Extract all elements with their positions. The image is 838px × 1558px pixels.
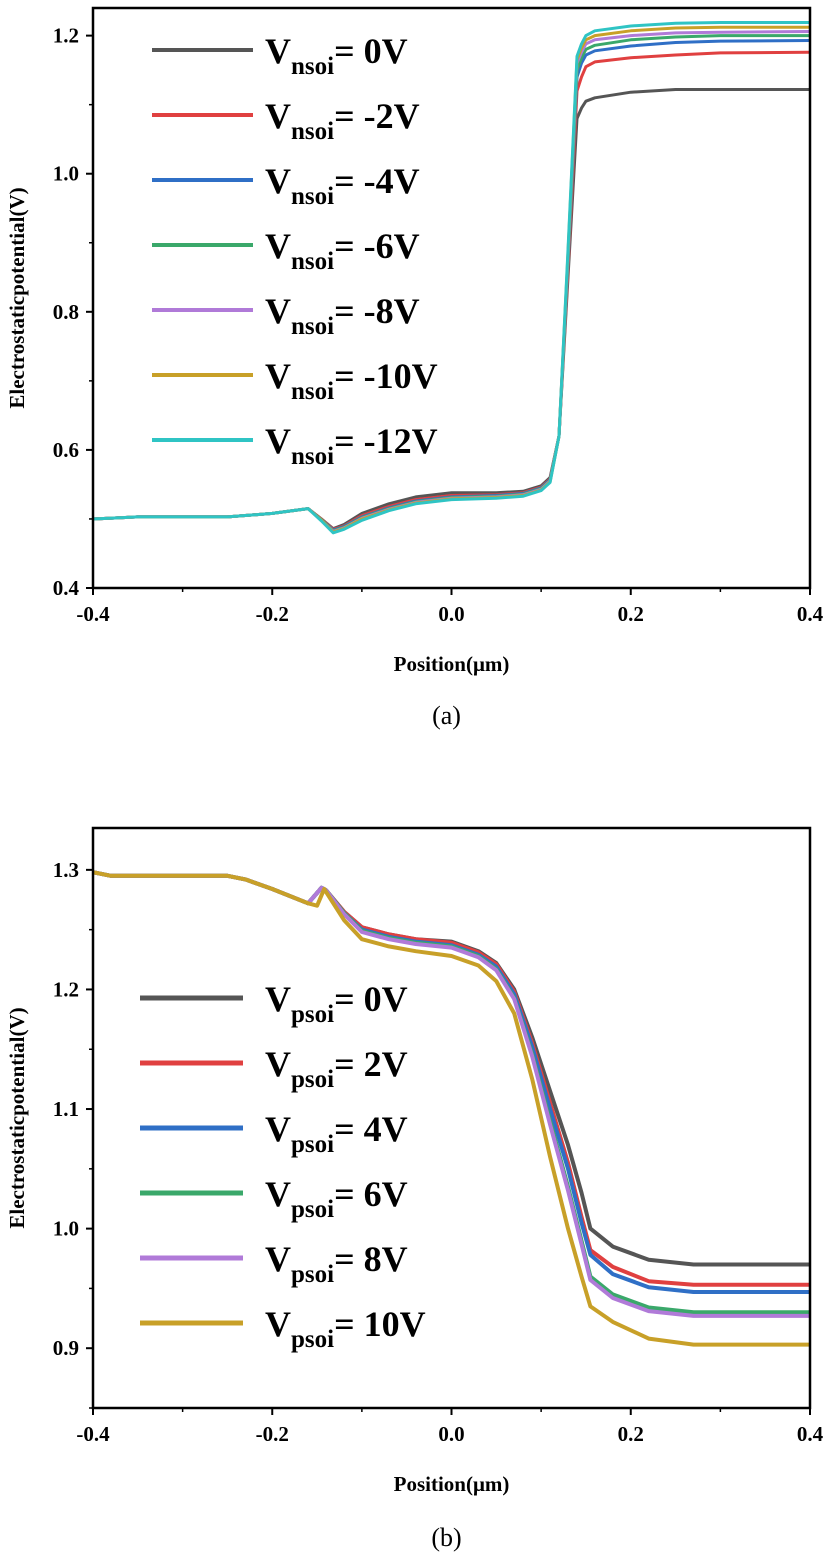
panel-caption: (b) bbox=[431, 1523, 461, 1552]
legend-subscript: psoi bbox=[291, 1326, 334, 1353]
legend-value: = 6V bbox=[334, 1174, 408, 1214]
legend-value: = 0V bbox=[334, 31, 408, 71]
x-tick-label: -0.2 bbox=[256, 602, 289, 626]
legend-value: = -6V bbox=[334, 226, 420, 266]
x-tick-label: 0.2 bbox=[618, 602, 644, 626]
x-axis-title: Position(μm) bbox=[394, 652, 510, 676]
legend-value: = 0V bbox=[334, 979, 408, 1019]
legend-entry-1: Vpsoi= 2V bbox=[265, 1044, 408, 1093]
legend-subscript: nsoi bbox=[291, 183, 334, 210]
y-tick-label: 1.0 bbox=[53, 162, 79, 186]
x-tick-label: 0.2 bbox=[618, 1422, 644, 1446]
legend-main: V bbox=[265, 161, 291, 201]
legend-subscript: psoi bbox=[291, 1131, 334, 1158]
legend-main: V bbox=[265, 1239, 291, 1279]
panel-caption: (a) bbox=[432, 701, 461, 730]
y-axis-title: Electrostaticpotential(V) bbox=[5, 1007, 29, 1228]
panel-a: -0.4 -0.2 0.0 0.2 0.4 0.4 0.6 0.8 1.0 1.2 Position… bbox=[5, 6, 824, 730]
legend-main: V bbox=[265, 226, 291, 266]
legend-entry-3: Vnsoi= -6V bbox=[265, 226, 420, 275]
legend-subscript: psoi bbox=[291, 1066, 334, 1093]
legend-subscript: nsoi bbox=[291, 443, 334, 470]
y-tick-label: 0.8 bbox=[53, 300, 79, 324]
legend-value: = -12V bbox=[334, 421, 438, 461]
series-line-4 bbox=[93, 30, 810, 533]
x-tick-label: 0.4 bbox=[797, 602, 824, 626]
legend-main: V bbox=[265, 1174, 291, 1214]
x-tick-label: -0.4 bbox=[76, 602, 110, 626]
x-tick-label: 0.4 bbox=[797, 1422, 824, 1446]
legend-entry-0: Vnsoi= 0V bbox=[265, 31, 408, 80]
y-tick-label: 1.1 bbox=[53, 1097, 79, 1121]
legend-entry-3: Vpsoi= 6V bbox=[265, 1174, 408, 1223]
series-line-6 bbox=[93, 21, 810, 535]
legend-subscript: psoi bbox=[291, 1001, 334, 1028]
series-line-5 bbox=[93, 25, 810, 534]
legend-subscript: nsoi bbox=[291, 53, 334, 80]
series-line-4 bbox=[93, 870, 810, 1318]
legend-entry-2: Vnsoi= -4V bbox=[265, 161, 420, 210]
legend-subscript: nsoi bbox=[291, 118, 334, 145]
y-tick-label: 1.2 bbox=[53, 977, 79, 1001]
legend-entry-5: Vpsoi= 10V bbox=[265, 1304, 426, 1353]
legend-value: = 4V bbox=[334, 1109, 408, 1149]
y-axis-title: Electrostaticpotential(V) bbox=[5, 187, 29, 408]
legend-value: = -8V bbox=[334, 291, 420, 331]
legend-value: = -10V bbox=[334, 356, 438, 396]
legend-value: = 10V bbox=[334, 1304, 426, 1344]
legend-entry-1: Vnsoi= -2V bbox=[265, 96, 420, 145]
legend-entry-6: Vnsoi= -12V bbox=[265, 421, 438, 470]
legend-subscript: psoi bbox=[291, 1196, 334, 1223]
series-line-2 bbox=[93, 870, 810, 1294]
x-tick-label: 0.0 bbox=[438, 602, 464, 626]
legend-main: V bbox=[265, 979, 291, 1019]
y-tick-label: 0.6 bbox=[53, 438, 79, 462]
legend-entry-4: Vnsoi= -8V bbox=[265, 291, 420, 340]
legend-main: V bbox=[265, 356, 291, 396]
series-line-5 bbox=[93, 870, 810, 1347]
y-tick-label: 1.0 bbox=[53, 1217, 79, 1241]
x-axis-title: Position(μm) bbox=[394, 1472, 510, 1496]
legend-main: V bbox=[265, 291, 291, 331]
legend-main: V bbox=[265, 96, 291, 136]
legend-entry-0: Vpsoi= 0V bbox=[265, 979, 408, 1028]
y-tick-label: 0.9 bbox=[53, 1336, 79, 1360]
panel-b: -0.4 -0.2 0.0 0.2 0.4 0.9 1.0 1.1 1.2 1.3 Position… bbox=[5, 826, 824, 1552]
legend-subscript: nsoi bbox=[291, 378, 334, 405]
legend-entry-4: Vpsoi= 8V bbox=[265, 1239, 408, 1288]
legend-main: V bbox=[265, 31, 291, 71]
y-tick-label: 1.2 bbox=[53, 24, 79, 48]
x-tick-label: 0.0 bbox=[438, 1422, 464, 1446]
x-tick-label: -0.4 bbox=[76, 1422, 110, 1446]
y-tick-label: 1.3 bbox=[53, 858, 79, 882]
legend-main: V bbox=[265, 1044, 291, 1084]
series-line-3 bbox=[93, 870, 810, 1315]
legend-main: V bbox=[265, 1304, 291, 1344]
legend-main: V bbox=[265, 1109, 291, 1149]
series-line-1 bbox=[93, 870, 810, 1287]
legend-subscript: psoi bbox=[291, 1261, 334, 1288]
series-line-3 bbox=[93, 34, 810, 533]
series-line-0 bbox=[93, 870, 810, 1267]
series-lines bbox=[93, 870, 810, 1347]
series-line-1 bbox=[93, 50, 810, 531]
legend-subscript: nsoi bbox=[291, 248, 334, 275]
legend-main: V bbox=[265, 421, 291, 461]
x-tick-label: -0.2 bbox=[256, 1422, 289, 1446]
legend-entry-5: Vnsoi= -10V bbox=[265, 356, 438, 405]
legend-value: = 8V bbox=[334, 1239, 408, 1279]
series-lines bbox=[93, 21, 810, 535]
legend-value: = -2V bbox=[334, 96, 420, 136]
legend-value: = -4V bbox=[334, 161, 420, 201]
legend-value: = 2V bbox=[334, 1044, 408, 1084]
legend-entry-2: Vpsoi= 4V bbox=[265, 1109, 408, 1158]
legend-subscript: nsoi bbox=[291, 313, 334, 340]
y-tick-label: 0.4 bbox=[53, 576, 80, 600]
